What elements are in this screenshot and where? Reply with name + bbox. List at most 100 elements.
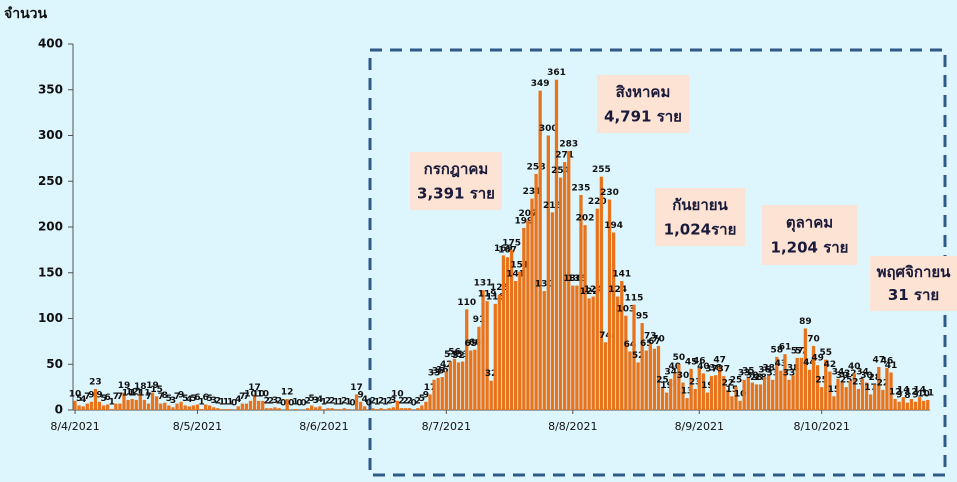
data-label: 17 (424, 383, 437, 393)
data-label: 0 (296, 399, 302, 409)
data-label: 89 (799, 317, 812, 327)
bar (228, 409, 232, 410)
data-label: 25 (656, 376, 669, 386)
data-label: 70 (807, 334, 820, 344)
annotation-box (762, 205, 857, 265)
bar (342, 408, 346, 410)
annotation-month: สิงหาคม (616, 83, 671, 101)
bar (771, 379, 775, 410)
data-label: 38 (762, 364, 775, 374)
bar (93, 388, 98, 410)
bar (167, 405, 171, 410)
data-label: 0 (300, 399, 306, 409)
y-tick-label: 350 (38, 82, 63, 96)
data-label: 4 (235, 395, 241, 405)
data-label: 25 (840, 376, 853, 386)
data-label: 19 (660, 381, 673, 391)
data-label: 2 (398, 397, 404, 407)
data-label: 5 (76, 394, 82, 404)
data-label: 167 (498, 246, 517, 256)
data-label: 122 (580, 287, 599, 297)
bar (391, 407, 395, 410)
data-label: 5 (207, 394, 213, 404)
bar (526, 220, 530, 410)
data-label: 0 (280, 399, 286, 409)
bar (783, 354, 787, 410)
data-label: 9 (896, 390, 902, 400)
data-label: 15 (726, 385, 739, 395)
data-label: 10 (391, 389, 404, 399)
data-label: 2 (329, 397, 335, 407)
bar (330, 408, 334, 410)
bar (877, 366, 881, 410)
bar (179, 401, 183, 410)
data-label: 7 (158, 392, 164, 402)
data-label: 2 (304, 397, 310, 407)
data-label: 37 (717, 365, 730, 375)
data-label: 41 (885, 361, 898, 371)
bar (261, 400, 265, 410)
data-label: 5 (182, 394, 188, 404)
bar (452, 358, 457, 410)
bar (257, 400, 261, 410)
data-label: 32 (485, 369, 498, 379)
bar (803, 328, 807, 410)
data-label: 2 (341, 397, 347, 407)
bar (444, 371, 448, 410)
data-label: 53 (456, 350, 469, 360)
data-label: 57 (795, 346, 808, 356)
bar (791, 375, 795, 410)
data-label: 0 (231, 399, 237, 409)
data-label: 235 (572, 183, 591, 193)
annotation-total: 31 ราย (888, 286, 939, 304)
data-label: 4 (80, 395, 86, 405)
bar (852, 373, 856, 410)
data-label: 67 (648, 337, 661, 347)
data-label: 36 (436, 366, 449, 376)
bar (832, 396, 836, 410)
bar (383, 409, 387, 410)
data-label: 40 (848, 362, 861, 372)
bar (689, 368, 693, 410)
bar (318, 406, 322, 410)
data-label: 4 (186, 395, 192, 405)
data-label: 38 (709, 364, 722, 374)
data-label: 49 (811, 354, 824, 364)
data-label: 9 (96, 390, 102, 400)
bar (705, 392, 710, 410)
bar (216, 408, 220, 410)
data-label: 1 (374, 398, 380, 408)
data-label: 25 (815, 376, 828, 386)
bar (554, 79, 559, 410)
data-label: 130 (535, 280, 554, 290)
bar (146, 403, 151, 410)
data-label: 136 (567, 274, 586, 284)
data-label: 7 (117, 392, 123, 402)
data-label: 1 (321, 398, 327, 408)
data-label: 6 (202, 393, 208, 403)
bar (236, 406, 240, 410)
data-label: 35 (742, 366, 755, 376)
bar (252, 394, 257, 410)
data-label: 22 (722, 378, 735, 388)
data-label: 28 (750, 373, 763, 383)
y-tick-label: 0 (55, 403, 63, 417)
bar (571, 285, 575, 410)
data-label: 116 (486, 292, 505, 302)
data-label: 2 (415, 397, 421, 407)
bar (73, 400, 77, 410)
y-tick-label: 150 (38, 265, 63, 279)
bar (338, 409, 342, 410)
data-label: 34 (832, 367, 845, 377)
data-label: 0 (411, 399, 417, 409)
bar (469, 350, 473, 410)
x-tick-label: 8/6/2021 (299, 420, 348, 433)
bar (603, 342, 608, 410)
annotation-total: 4,791 ราย (604, 107, 682, 125)
bar (354, 394, 359, 410)
data-label: 32 (844, 369, 857, 379)
data-label: 1 (223, 398, 229, 408)
bar (681, 382, 685, 410)
bar (599, 176, 603, 410)
data-label: 52 (452, 351, 465, 361)
